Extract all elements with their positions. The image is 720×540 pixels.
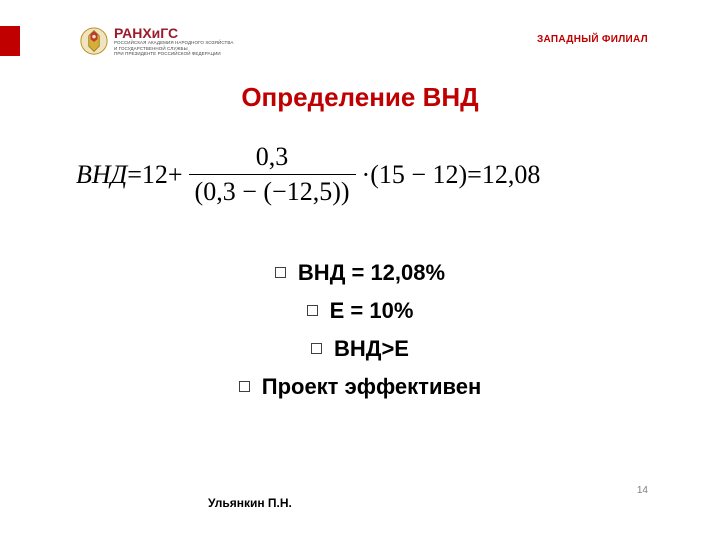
eq-frac-den: (0,3 − (−12,5)) [189, 174, 356, 207]
bullet-list: ВНД = 12,08% Е = 10% ВНД>Е Проект эффект… [0, 248, 720, 412]
bullet-2-text: Е = 10% [330, 298, 414, 323]
bullet-2: Е = 10% [0, 298, 720, 324]
eq-frac-num: 0,3 [250, 142, 295, 174]
eq-paren: (15 − 12) [370, 160, 467, 190]
eq-sign-2: = [467, 160, 482, 190]
page-number: 14 [637, 485, 648, 496]
eq-lhs: ВНД [76, 160, 127, 190]
bullet-icon [239, 381, 250, 392]
eq-fraction: 0,3 (0,3 − (−12,5)) [189, 142, 356, 207]
logo-main: РАНХиГС [114, 26, 233, 40]
eq-sign-1: = [127, 160, 142, 190]
author-name: Ульянкин П.Н. [208, 496, 292, 510]
crest-icon [80, 27, 108, 55]
bullet-1-text: ВНД = 12,08% [298, 260, 445, 285]
logo-sub-3: ПРИ ПРЕЗИДЕНТЕ РОССИЙСКОЙ ФЕДЕРАЦИИ [114, 52, 233, 57]
logo-block: РАНХиГС РОССИЙСКАЯ АКАДЕМИЯ НАРОДНОГО ХО… [80, 26, 233, 57]
logo-text: РАНХиГС РОССИЙСКАЯ АКАДЕМИЯ НАРОДНОГО ХО… [114, 26, 233, 57]
logo-sub-1: РОССИЙСКАЯ АКАДЕМИЯ НАРОДНОГО ХОЗЯЙСТВА [114, 41, 233, 46]
eq-plus: + [168, 160, 183, 190]
bullet-4: Проект эффективен [0, 374, 720, 400]
bullet-icon [275, 267, 286, 278]
bullet-4-text: Проект эффективен [262, 374, 481, 399]
bullet-3: ВНД>Е [0, 336, 720, 362]
branch-label: ЗАПАДНЫЙ ФИЛИАЛ [537, 34, 648, 45]
equation: ВНД = 12 + 0,3 (0,3 − (−12,5)) · (15 − 1… [76, 142, 540, 207]
bullet-icon [311, 343, 322, 354]
accent-bar [0, 26, 20, 56]
page-title: Определение ВНД [0, 82, 720, 113]
bullet-3-text: ВНД>Е [334, 336, 409, 361]
eq-base: 12 [142, 160, 168, 190]
eq-result: 12,08 [482, 160, 541, 190]
bullet-1: ВНД = 12,08% [0, 260, 720, 286]
eq-dot: · [362, 160, 371, 190]
bullet-icon [307, 305, 318, 316]
